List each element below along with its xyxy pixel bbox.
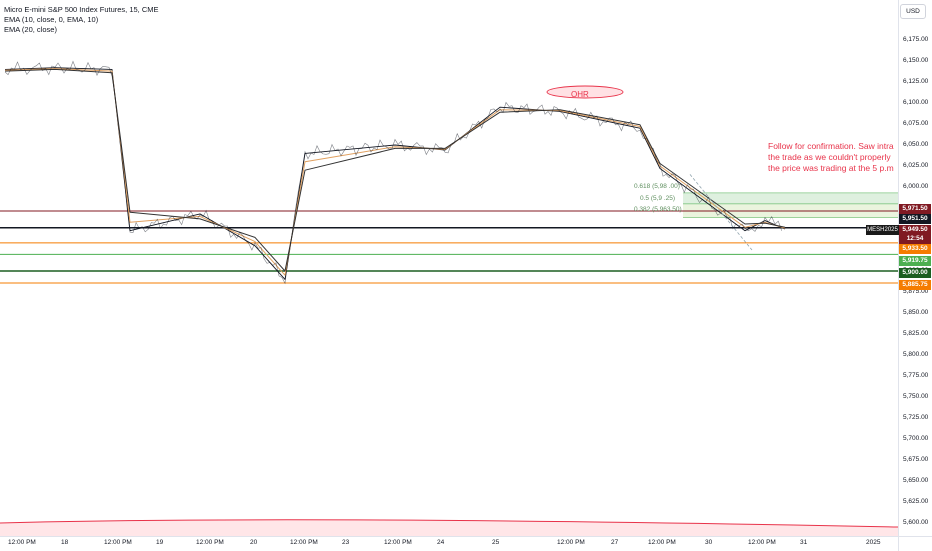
annotation-note[interactable]: Follow for confirmation. Saw intra the t… [768,141,894,174]
price-tick: 5,850.00 [903,309,929,316]
price-detail-line [4,60,782,285]
price-tick: 5,775.00 [903,372,929,379]
axis-corner [898,536,932,551]
legend-ema-20[interactable]: EMA (20, close) [4,25,57,34]
price-tick: 5,625.00 [903,498,929,505]
ohr-ellipse [546,85,624,99]
legend-title[interactable]: Micro E-mini S&P 500 Index Futures, 15, … [4,5,159,14]
symbol-badge: MESH2025 [866,225,899,235]
time-tick: 12:00 PM [290,539,318,546]
time-tick: 12:00 PM [557,539,585,546]
time-tick: 27 [611,539,619,546]
time-tick: 12:00 PM [104,539,132,546]
series-line-1 [4,68,786,276]
time-tick: 30 [705,539,713,546]
time-tick: 31 [800,539,808,546]
time-tick: 12:00 PM [8,539,36,546]
time-tick: 25 [492,539,500,546]
annotation-line-2: the trade as we couldn't properly [768,152,891,162]
price-badge: 12:54 [899,234,931,244]
time-tick: 20 [250,539,258,546]
time-tick: 23 [342,539,350,546]
annotation-line-3: the price was trading at the 5 p.m [768,163,894,173]
price-badge: 5,949.50 [899,225,931,235]
price-tick: 5,700.00 [903,435,929,442]
price-tick: 5,750.00 [903,393,929,400]
price-tick: 5,600.00 [903,519,929,526]
price-tick: 6,000.00 [903,183,929,190]
price-badge: 5,971.50 [899,204,931,214]
price-tick: 5,725.00 [903,414,929,421]
price-tick: 5,800.00 [903,351,929,358]
price-badge: 5,885.75 [899,280,931,290]
currency-button[interactable]: USD [900,4,926,19]
price-tick: 5,650.00 [903,477,929,484]
projection-dashed-line [689,174,753,251]
time-tick: 19 [156,539,164,546]
price-badge: 5,951.50 [899,214,931,224]
price-tick: 6,150.00 [903,57,929,64]
chart-canvas[interactable] [0,0,898,536]
time-tick: 18 [61,539,69,546]
fib-label-382: 0.382 (5,963.50) [634,206,682,213]
time-tick: 2025 [866,539,881,546]
price-tick: 6,075.00 [903,120,929,127]
time-tick: 12:00 PM [384,539,412,546]
price-tick: 6,025.00 [903,162,929,169]
time-axis[interactable] [0,536,898,551]
price-tick: 6,100.00 [903,99,929,106]
series-line-2 [4,68,786,272]
annotation-line-1: Follow for confirmation. Saw intra [768,141,894,151]
price-tick: 6,125.00 [903,78,929,85]
price-tick: 5,875.00 [903,288,929,295]
price-badge: 5,919.75 [899,256,931,266]
price-tick: 5,825.00 [903,330,929,337]
price-chart [0,60,898,536]
bottom-band [0,519,898,536]
time-tick: 24 [437,539,445,546]
time-tick: 12:00 PM [648,539,676,546]
price-badge: 5,933.50 [899,244,931,254]
price-tick: 6,050.00 [903,141,929,148]
chart-legend: Micro E-mini S&P 500 Index Futures, 15, … [4,5,159,35]
fib-zone-upper [683,192,898,204]
series-line-0 [4,67,786,280]
fib-label-618: 0.618 (5,98 .00) [634,183,680,190]
bottom-band-edge [0,519,898,528]
time-tick: 12:00 PM [196,539,224,546]
price-tick: 6,175.00 [903,36,929,43]
ohr-label: OHR [571,90,589,99]
price-badge: 5,900.00 [899,268,931,278]
price-tick: 5,675.00 [903,456,929,463]
time-tick: 12:00 PM [748,539,776,546]
legend-ema-10[interactable]: EMA (10, close, 0, EMA, 10) [4,15,99,24]
fib-label-500: 0.5 (5,9 .25) [640,195,676,202]
